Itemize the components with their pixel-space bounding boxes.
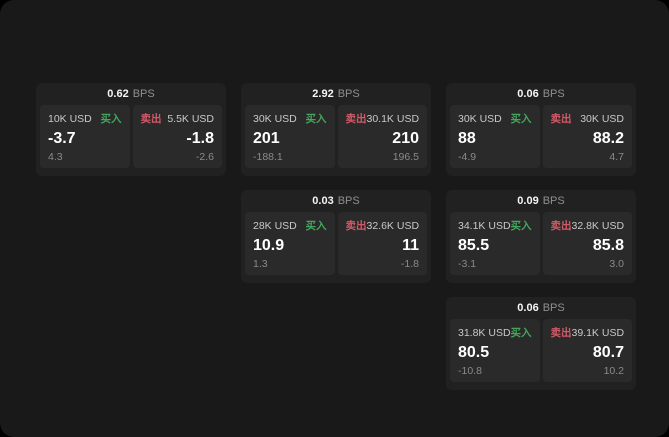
buy-label: 买入 [510, 220, 532, 232]
buy-panel[interactable]: 30K USD 买入 88 -4.9 [450, 105, 540, 168]
buy-panel[interactable]: 10K USD 买入 -3.7 4.3 [40, 105, 130, 168]
sell-amount: 30.1K USD [366, 112, 420, 125]
sell-price: 88.2 [592, 129, 624, 147]
buy-price: 10.9 [253, 236, 285, 254]
sell-delta: 10.2 [603, 364, 624, 377]
buy-delta: 4.3 [48, 150, 63, 163]
quote-card-3: 0.06 BPS 30K USD 买入 88 -4.9 卖出 30K USD [446, 83, 636, 176]
bps-unit: BPS [542, 195, 565, 207]
sell-price: 85.8 [592, 236, 624, 254]
bps-header: 0.62 BPS [36, 83, 226, 105]
bps-header: 2.92 BPS [241, 83, 431, 105]
quote-panels: 30K USD 买入 88 -4.9 卖出 30K USD 88.2 4.7 [446, 105, 636, 172]
bps-unit: BPS [542, 302, 565, 314]
quote-card-1: 0.62 BPS 10K USD 买入 -3.7 4.3 卖出 5.5K USD [36, 83, 226, 176]
sell-panel[interactable]: 卖出 32.8K USD 85.8 3.0 [542, 212, 632, 275]
sell-label: 卖出 [550, 113, 572, 125]
bps-header: 0.06 BPS [446, 297, 636, 319]
buy-price: 201 [253, 129, 280, 147]
buy-amount: 30K USD [253, 112, 297, 125]
buy-price: -3.7 [48, 129, 76, 147]
sell-panel[interactable]: 卖出 30.1K USD 210 196.5 [337, 105, 427, 168]
quote-card-6: 0.06 BPS 31.8K USD 买入 80.5 -10.8 卖出 39.1… [446, 297, 636, 390]
buy-label: 买入 [305, 113, 327, 125]
sell-panel[interactable]: 卖出 5.5K USD -1.8 -2.6 [132, 105, 222, 168]
quote-panels: 30K USD 买入 201 -188.1 卖出 30.1K USD 210 1… [241, 105, 431, 172]
buy-delta: -3.1 [458, 257, 477, 270]
sell-price: 80.7 [592, 343, 624, 361]
bps-header: 0.09 BPS [446, 190, 636, 212]
buy-amount: 31.8K USD [458, 326, 511, 339]
quote-panels: 34.1K USD 买入 85.5 -3.1 卖出 32.8K USD 85.8… [446, 212, 636, 279]
buy-price: 88 [458, 129, 476, 147]
sell-label: 卖出 [550, 220, 572, 232]
sell-panel[interactable]: 卖出 30K USD 88.2 4.7 [542, 105, 632, 168]
sell-label: 卖出 [345, 220, 367, 232]
sell-amount: 32.8K USD [571, 219, 625, 232]
sell-delta: 4.7 [609, 150, 624, 163]
quote-panels: 10K USD 买入 -3.7 4.3 卖出 5.5K USD -1.8 -2.… [36, 105, 226, 172]
sell-amount: 39.1K USD [571, 326, 625, 339]
sell-label: 卖出 [550, 327, 572, 339]
sell-amount: 32.6K USD [366, 219, 420, 232]
sell-amount: 30K USD [580, 112, 624, 125]
buy-panel[interactable]: 31.8K USD 买入 80.5 -10.8 [450, 319, 540, 382]
sell-panel[interactable]: 卖出 39.1K USD 80.7 10.2 [542, 319, 632, 382]
quote-panels: 31.8K USD 买入 80.5 -10.8 卖出 39.1K USD 80.… [446, 319, 636, 386]
buy-price: 85.5 [458, 236, 490, 254]
quote-panels: 28K USD 买入 10.9 1.3 卖出 32.6K USD 11 -1.8 [241, 212, 431, 279]
quote-card-4: 0.03 BPS 28K USD 买入 10.9 1.3 卖出 32.6K US… [241, 190, 431, 283]
bps-header: 0.06 BPS [446, 83, 636, 105]
buy-delta: -10.8 [458, 364, 482, 377]
buy-panel[interactable]: 30K USD 买入 201 -188.1 [245, 105, 335, 168]
buy-delta: -4.9 [458, 150, 477, 163]
sell-panel[interactable]: 卖出 32.6K USD 11 -1.8 [337, 212, 427, 275]
buy-delta: -188.1 [253, 150, 283, 163]
bps-unit: BPS [542, 88, 565, 100]
bps-value: 0.06 [517, 302, 539, 314]
buy-amount: 30K USD [458, 112, 502, 125]
buy-label: 买入 [510, 327, 532, 339]
sell-delta: 196.5 [392, 150, 419, 163]
buy-amount: 34.1K USD [458, 219, 511, 232]
sell-delta: 3.0 [609, 257, 624, 270]
sell-label: 卖出 [140, 113, 162, 125]
buy-delta: 1.3 [253, 257, 268, 270]
sell-price: 11 [402, 236, 419, 254]
bps-unit: BPS [337, 195, 360, 207]
sell-delta: -1.8 [400, 257, 419, 270]
bps-value: 0.06 [517, 88, 539, 100]
quote-card-2: 2.92 BPS 30K USD 买入 201 -188.1 卖出 30.1K … [241, 83, 431, 176]
bps-value: 0.09 [517, 195, 539, 207]
sell-price: -1.8 [186, 129, 214, 147]
buy-label: 买入 [305, 220, 327, 232]
buy-label: 买入 [100, 113, 122, 125]
bps-value: 0.62 [107, 88, 129, 100]
buy-price: 80.5 [458, 343, 490, 361]
bps-unit: BPS [337, 88, 360, 100]
buy-panel[interactable]: 34.1K USD 买入 85.5 -3.1 [450, 212, 540, 275]
sell-price: 210 [392, 129, 419, 147]
bps-value: 2.92 [312, 88, 334, 100]
bps-header: 0.03 BPS [241, 190, 431, 212]
sell-amount: 5.5K USD [167, 112, 214, 125]
buy-label: 买入 [510, 113, 532, 125]
sell-label: 卖出 [345, 113, 367, 125]
buy-panel[interactable]: 28K USD 买入 10.9 1.3 [245, 212, 335, 275]
buy-amount: 10K USD [48, 112, 92, 125]
quote-card-5: 0.09 BPS 34.1K USD 买入 85.5 -3.1 卖出 32.8K… [446, 190, 636, 283]
buy-amount: 28K USD [253, 219, 297, 232]
bps-unit: BPS [132, 88, 155, 100]
bps-value: 0.03 [312, 195, 334, 207]
sell-delta: -2.6 [195, 150, 214, 163]
